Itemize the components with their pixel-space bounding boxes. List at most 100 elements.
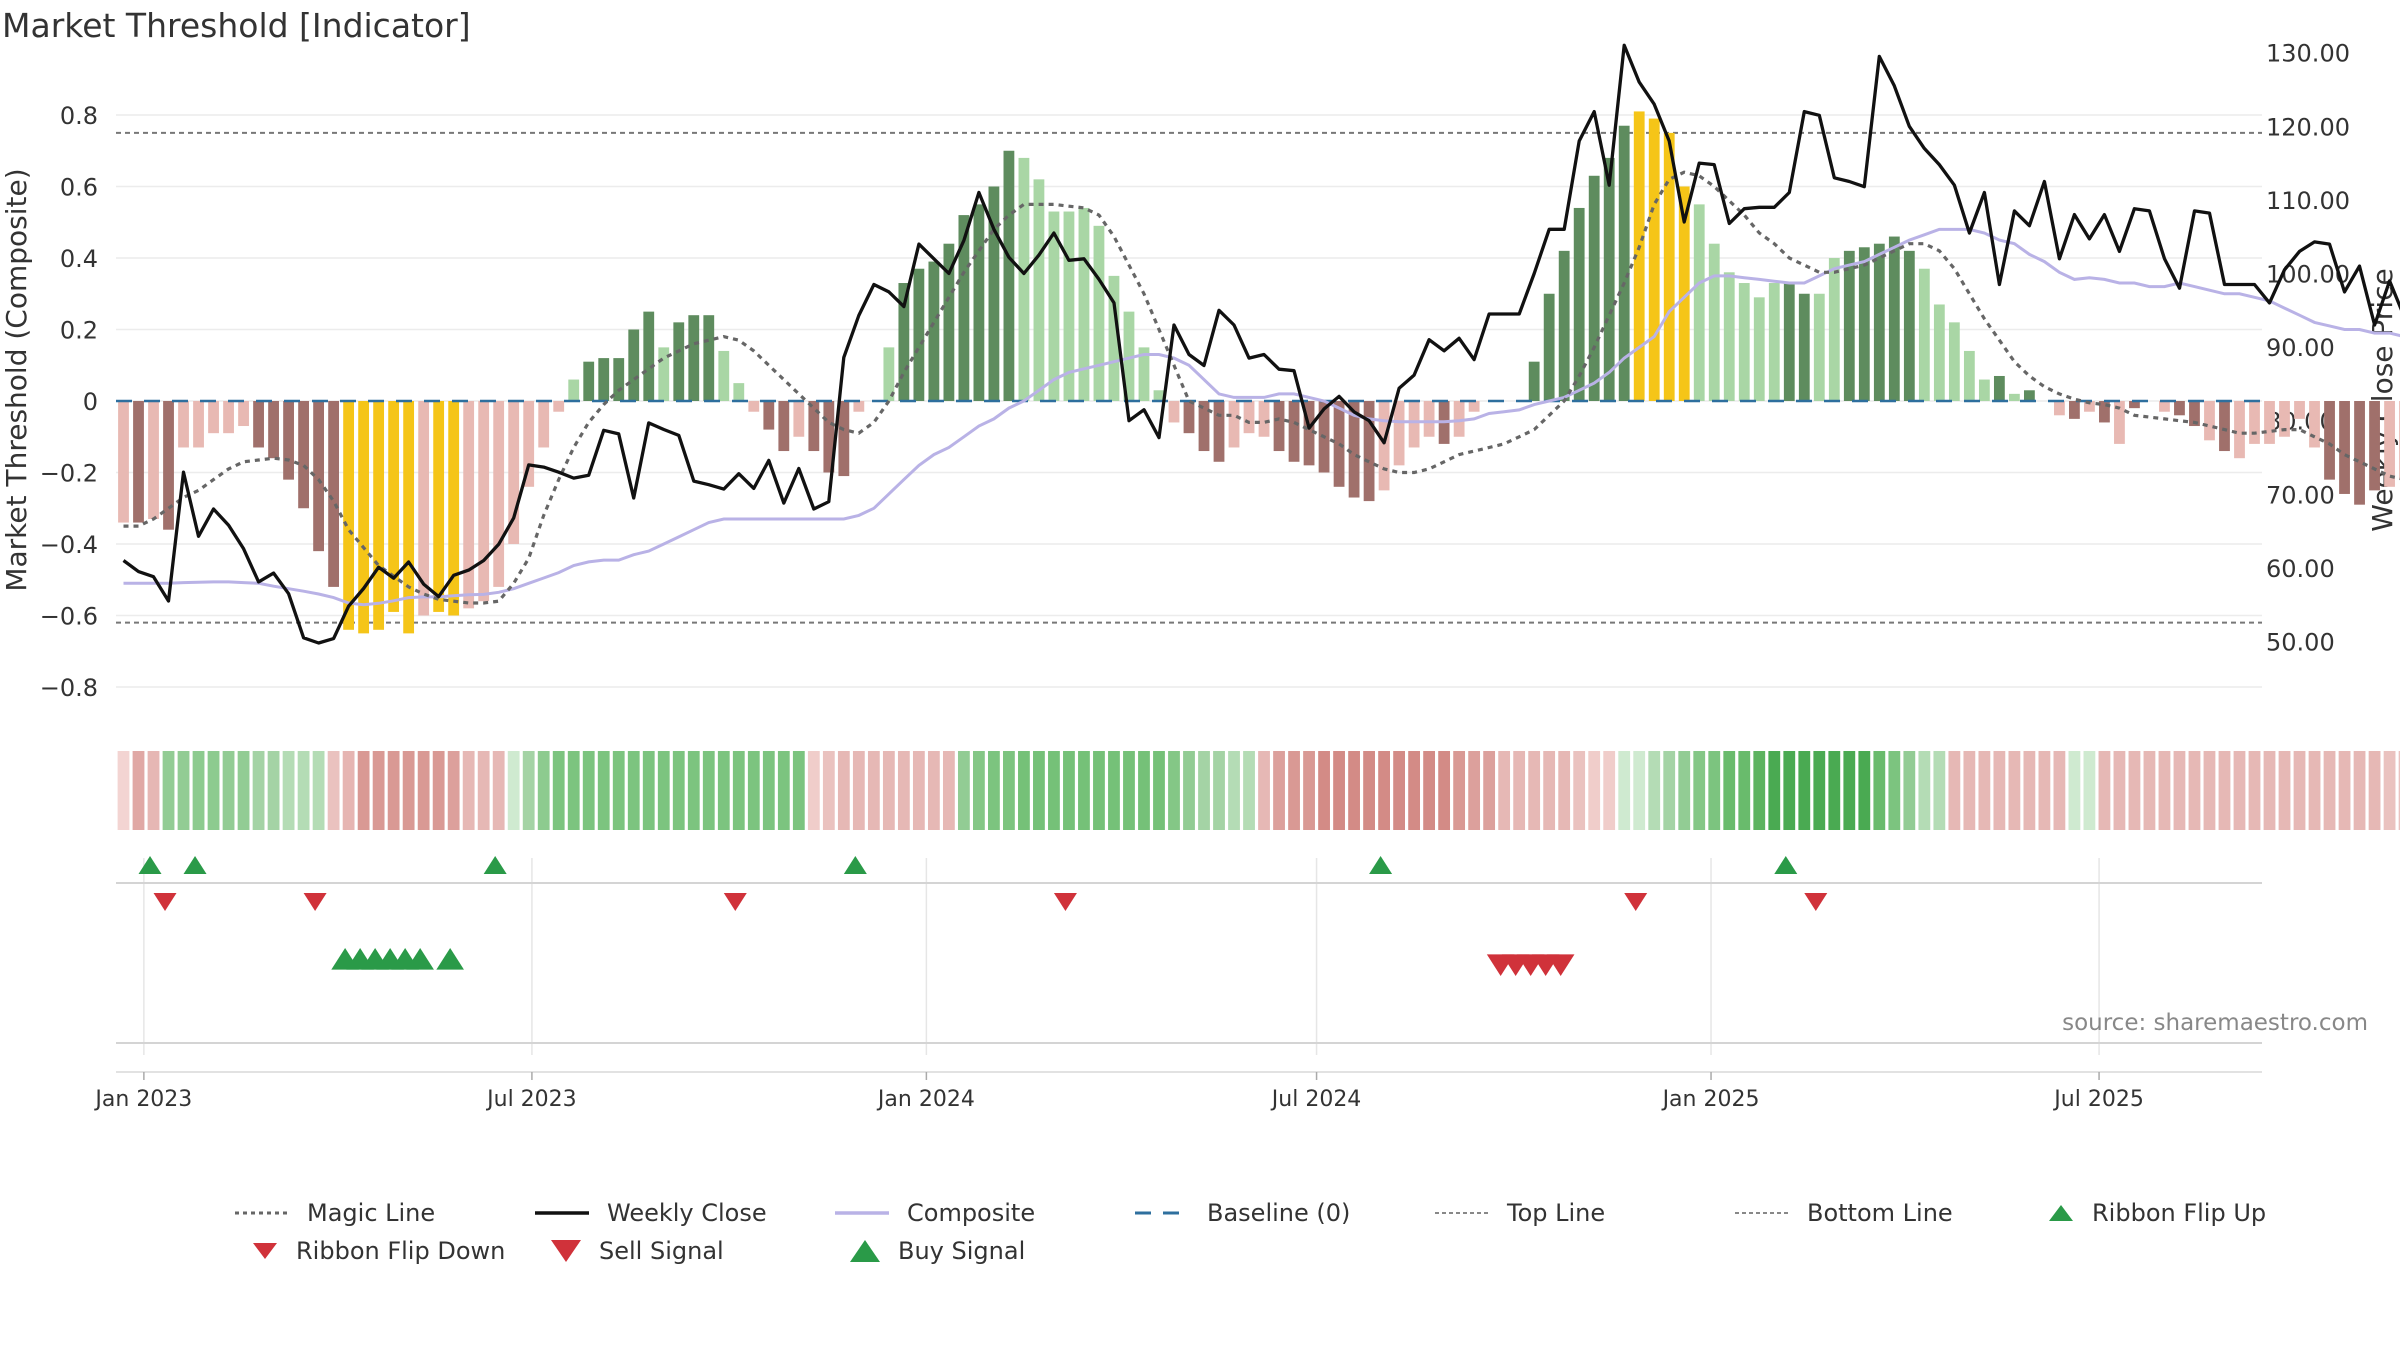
threshold-bar [478,401,490,602]
ribbon-cell [1423,751,1436,830]
threshold-bar [1948,322,1960,401]
ribbon-cell [132,751,145,830]
threshold-bar [493,401,505,587]
threshold-bar [2084,401,2095,412]
composite-line [123,227,2400,607]
ribbon-cell [1663,751,1676,830]
threshold-bar [1633,111,1645,402]
y-right-tick-label: 130.00 [2266,40,2350,68]
legend-item-magic-line: Magic Line [233,1196,435,1230]
threshold-bar [2159,401,2170,412]
ribbon-cell [852,751,865,830]
threshold-bar [883,347,895,401]
buy-signal-marker [436,948,464,970]
x-tick-label: Jul 2023 [485,1087,577,1112]
threshold-bar [268,401,279,459]
threshold-bar [733,383,745,401]
ribbon-cell [2053,751,2066,830]
threshold-bar [1888,236,1900,401]
threshold-bar [838,401,850,477]
ribbon-cell [207,751,220,830]
ribbon-cell [2188,751,2201,830]
ribbon-cell [1228,751,1240,830]
threshold-bar [1303,401,1315,466]
x-tick-label: Jul 2024 [1270,1087,1362,1112]
ribbon-cell [342,751,355,830]
ribbon-cell [1843,751,1856,830]
threshold-bar [523,401,535,487]
ribbon-cell [1528,751,1541,830]
threshold-bar [1033,179,1045,401]
threshold-bar [313,401,324,552]
ribbon-cell [402,751,415,830]
threshold-bar [1453,401,1465,437]
ribbon-cell [177,751,190,830]
threshold-bar [1753,297,1765,401]
threshold-bar [1243,401,1255,434]
weekly-close-line [122,43,2400,645]
ribbon-cell [1813,751,1826,830]
ribbon-cell [1588,751,1601,830]
ribbon-cell [1918,751,1931,830]
dotted-line-icon [1435,1212,1489,1214]
ribbon-cell [702,751,715,830]
ribbon-cell [1168,751,1180,830]
threshold-bar [943,243,955,401]
threshold-bar [1423,401,1435,437]
ribbon-cell [988,751,1000,830]
ribbon-cell [1783,751,1796,830]
y-right-tick-label: 120.00 [2266,113,2350,141]
ribbon-cell [1483,751,1496,830]
ribbon-cell [2023,751,2036,830]
ribbon-cell [1468,751,1481,830]
ribbon-cell [1618,751,1631,830]
y-axis-label: Market Threshold (Composite) [0,168,33,591]
ribbon-cell [1543,751,1556,830]
ribbon-cell [2173,751,2186,830]
ribbon-cell [747,751,760,830]
threshold-bar [358,401,370,634]
y-right-tick-label: 110.00 [2266,187,2350,215]
threshold-bar [1528,361,1540,401]
threshold-bar [1828,258,1840,401]
ribbon-cell [2248,751,2261,830]
ribbon-cell [2083,751,2096,830]
threshold-bar [1933,304,1945,401]
threshold-bar [823,401,835,473]
ribbon-cell [1303,751,1315,830]
legend-label: Ribbon Flip Down [296,1237,506,1265]
threshold-bar [1198,401,1210,452]
threshold-bar [1693,204,1705,401]
ribbon-cell [717,751,730,830]
threshold-bar [1963,350,1975,401]
threshold-bar [583,361,595,401]
threshold-bar [2008,393,2020,401]
ribbon-cell [492,751,505,830]
ribbon-cell [1723,751,1736,830]
y-right-tick-label: 60.00 [2266,555,2335,583]
threshold-bar [1048,211,1060,401]
threshold-bar [118,401,129,523]
threshold-bar [628,329,640,401]
threshold-bar [1138,347,1150,401]
threshold-bar [1543,293,1555,401]
threshold-bar [958,215,970,401]
threshold-bar [1288,401,1300,462]
y-right-tick-label: 50.00 [2266,629,2335,657]
ribbon-cell [792,751,805,830]
threshold-bar [1573,207,1585,401]
ribbon-cell [1498,751,1511,830]
sell-signal-marker [1546,954,1575,976]
ribbon-cell [2353,751,2366,830]
threshold-bar [2054,401,2065,416]
threshold-bar [1558,250,1570,401]
ribbon-cell [2158,751,2171,830]
x-tick-label: Jan 2025 [1661,1087,1760,1112]
ribbon-flip-down-marker [1053,893,1077,911]
ribbon-cell [732,751,745,830]
legend-label: Weekly Close [607,1199,767,1227]
threshold-bar [208,401,219,434]
ribbon-cell [1288,751,1300,830]
legend-label: Magic Line [307,1199,436,1227]
ribbon-flip-up-marker [183,856,207,874]
